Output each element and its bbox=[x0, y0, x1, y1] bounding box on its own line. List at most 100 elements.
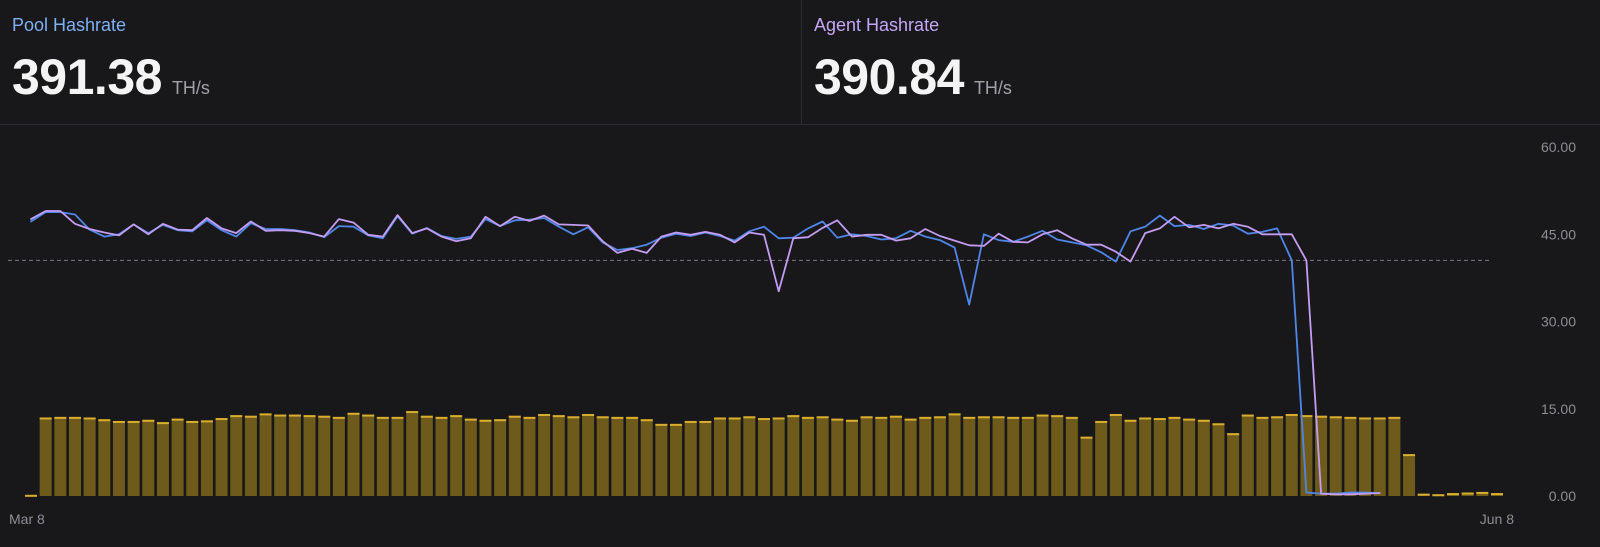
hashrate-bar-cap bbox=[1007, 416, 1020, 419]
hashrate-bar-cap bbox=[508, 415, 521, 418]
hashrate-bar bbox=[640, 419, 653, 496]
hashrate-bar bbox=[582, 413, 595, 496]
hashrate-bar bbox=[1256, 416, 1269, 496]
hashrate-bar-cap bbox=[904, 418, 917, 421]
hashrate-bar-cap bbox=[933, 416, 946, 419]
hashrate-bar bbox=[1403, 454, 1416, 496]
hashrate-bar-cap bbox=[1124, 419, 1137, 422]
pool-hashrate-value: 391.38 bbox=[12, 49, 162, 105]
hashrate-bar bbox=[684, 420, 697, 496]
stats-header: Pool Hashrate 391.38 TH/s Agent Hashrate … bbox=[0, 0, 1600, 125]
hashrate-bar bbox=[464, 418, 477, 496]
hashrate-bar-cap bbox=[274, 414, 287, 417]
hashrate-bar-cap bbox=[552, 415, 565, 418]
hashrate-bar bbox=[875, 416, 888, 496]
hashrate-bar bbox=[1139, 417, 1152, 496]
hashrate-bar bbox=[1124, 419, 1137, 496]
agent-hashrate-unit: TH/s bbox=[973, 78, 1012, 98]
hashrate-bar-cap bbox=[1153, 418, 1166, 421]
hashrate-bar bbox=[1329, 416, 1342, 496]
hashrate-bar bbox=[68, 416, 81, 496]
hashrate-bar-cap bbox=[816, 416, 829, 419]
hashrate-bar-cap bbox=[684, 420, 697, 423]
hashrate-bar-cap bbox=[699, 420, 712, 423]
hashrate-bar-cap bbox=[1344, 416, 1357, 419]
hashrate-bar bbox=[948, 413, 961, 496]
hashrate-bar-cap bbox=[1461, 492, 1474, 495]
hashrate-bar bbox=[1285, 413, 1298, 496]
hashrate-bar bbox=[39, 417, 52, 496]
hashrate-bar bbox=[801, 416, 814, 496]
hashrate-bar bbox=[274, 414, 287, 496]
agent-hashrate-card: Agent Hashrate 390.84 TH/s bbox=[802, 0, 1600, 124]
pool-hashrate-label: Pool Hashrate bbox=[12, 15, 127, 35]
hashrate-bar-cap bbox=[435, 416, 448, 419]
hashrate-bar bbox=[933, 416, 946, 496]
hashrate-bar-cap bbox=[831, 418, 844, 421]
hashrate-bar bbox=[655, 423, 668, 496]
hashrate-bar-cap bbox=[1065, 416, 1078, 419]
hashrate-bar-cap bbox=[1271, 416, 1284, 419]
hashrate-bar-cap bbox=[318, 415, 331, 418]
hashrate-bar-cap bbox=[845, 419, 858, 422]
hashrate-bar bbox=[1065, 416, 1078, 496]
hashrate-bar-cap bbox=[743, 416, 756, 419]
y-tick-label: 60.00 bbox=[1541, 139, 1576, 155]
hashrate-bar-cap bbox=[127, 420, 140, 423]
hashrate-bar bbox=[552, 415, 565, 496]
hashrate-bar-cap bbox=[1476, 491, 1489, 494]
hashrate-bar bbox=[1388, 416, 1401, 496]
hashrate-bar bbox=[523, 416, 536, 496]
hashrate-bar bbox=[230, 415, 243, 496]
hashrate-bar-cap bbox=[54, 416, 67, 419]
hashrate-bar bbox=[904, 418, 917, 496]
hashrate-bar-cap bbox=[1388, 416, 1401, 419]
hashrate-bar-cap bbox=[376, 416, 389, 419]
hashrate-bar bbox=[919, 416, 932, 496]
hashrate-bar bbox=[1095, 420, 1108, 496]
hashrate-bar bbox=[1212, 423, 1225, 496]
hashrate-bar-cap bbox=[39, 417, 52, 420]
hashrate-bar-cap bbox=[1432, 494, 1445, 497]
hashrate-bar-cap bbox=[1109, 413, 1122, 416]
hashrate-bar-cap bbox=[1241, 414, 1254, 417]
hashrate-bar-cap bbox=[406, 411, 419, 414]
hashrate-bar bbox=[362, 414, 375, 496]
hashrate-bar-cap bbox=[1256, 416, 1269, 419]
hashrate-bar bbox=[259, 413, 272, 496]
x-tick-label: Jun 8 bbox=[1480, 511, 1514, 527]
hashrate-chart[interactable]: 60.00 45.00 30.00 15.00 0.00 Mar 8 Jun 8 bbox=[0, 125, 1600, 547]
hashrate-bar bbox=[1241, 414, 1254, 496]
hashrate-bar bbox=[845, 419, 858, 496]
hashrate-bar-cap bbox=[992, 416, 1005, 419]
hashrate-bar-cap bbox=[362, 414, 375, 417]
hashrate-bar-cap bbox=[450, 415, 463, 418]
hashrate-bar bbox=[347, 412, 360, 496]
hashrate-bar-cap bbox=[142, 419, 155, 422]
y-tick-label: 15.00 bbox=[1541, 401, 1576, 417]
hashrate-bar bbox=[406, 411, 419, 496]
hashrate-bar bbox=[567, 416, 580, 496]
hashrate-bar bbox=[303, 415, 316, 496]
hashrate-bar bbox=[391, 416, 404, 496]
hashrate-bar-cap bbox=[1021, 416, 1034, 419]
hashrate-bar-cap bbox=[156, 422, 169, 425]
hashrate-bar bbox=[1168, 416, 1181, 496]
hashrate-bar-cap bbox=[215, 418, 228, 421]
hashrate-bar bbox=[142, 419, 155, 496]
hashrate-bar-cap bbox=[1051, 415, 1064, 418]
hashrate-bar-cap bbox=[611, 416, 624, 419]
hashrate-bar bbox=[611, 416, 624, 496]
hashrate-bar-cap bbox=[244, 415, 257, 418]
hashrate-bar bbox=[1183, 418, 1196, 496]
hashrate-bar bbox=[977, 416, 990, 496]
hashrate-bar bbox=[1051, 415, 1064, 496]
hashrate-bar bbox=[479, 419, 492, 496]
hashrate-bar bbox=[1021, 416, 1034, 496]
hashrate-bar-cap bbox=[332, 416, 345, 419]
hashrate-bar-cap bbox=[68, 416, 81, 419]
hashrate-bar bbox=[1153, 418, 1166, 496]
hashrate-bar bbox=[494, 419, 507, 496]
hashrate-bar-cap bbox=[640, 419, 653, 422]
hashrate-bar-cap bbox=[288, 414, 301, 417]
